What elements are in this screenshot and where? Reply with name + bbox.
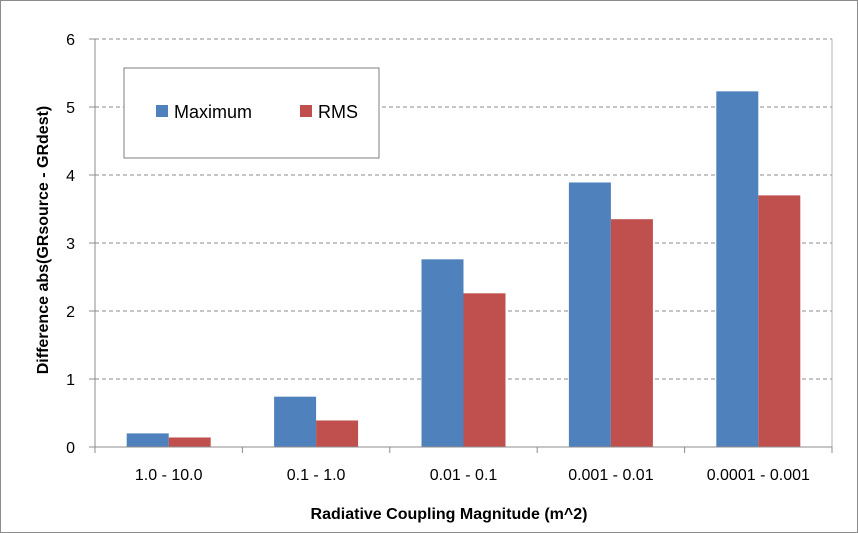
y-tick-label: 1 <box>66 372 75 389</box>
legend-label-rms: RMS <box>318 102 358 122</box>
bar-rms-3 <box>463 293 506 447</box>
bar-rms-1 <box>168 437 211 447</box>
y-tick-labels: 0 1 2 3 4 5 6 <box>66 32 75 457</box>
bar-maximum-2 <box>274 396 317 447</box>
bar-rms-5 <box>758 195 801 447</box>
x-tick-label: 0.001 - 0.01 <box>568 467 654 484</box>
legend-label-maximum: Maximum <box>174 102 252 122</box>
x-tick-label: 1.0 - 10.0 <box>135 467 203 484</box>
bar-rms-2 <box>316 420 359 447</box>
x-tick-label: 0.1 - 1.0 <box>287 467 346 484</box>
y-tick-label: 6 <box>66 32 75 49</box>
x-tick-label: 0.01 - 0.1 <box>430 467 498 484</box>
y-tick-label: 2 <box>66 304 75 321</box>
axes <box>89 38 833 453</box>
legend-swatch-maximum <box>156 105 168 117</box>
legend: Maximum RMS <box>123 67 380 159</box>
bar-rms-4 <box>610 219 653 447</box>
x-tick-label: 0.0001 - 0.001 <box>707 467 810 484</box>
bar-maximum-5 <box>716 91 759 448</box>
bar-maximum-4 <box>568 182 611 448</box>
y-tick-label: 0 <box>66 440 75 457</box>
legend-swatch-rms <box>300 105 312 117</box>
bar-maximum-1 <box>126 433 169 447</box>
x-tick-labels: 1.0 - 10.0 0.1 - 1.0 0.01 - 0.1 0.001 - 0.0… <box>135 467 810 484</box>
y-tick-label: 4 <box>66 168 75 185</box>
y-axis-title: Difference abs(GRsource - GRdest) <box>35 106 52 375</box>
x-axis-title: Radiative Coupling Magnitude (m^2) <box>311 506 588 523</box>
bars <box>126 91 801 448</box>
y-tick-label: 5 <box>66 100 75 117</box>
y-tick-label: 3 <box>66 236 75 253</box>
bar-maximum-3 <box>421 259 464 447</box>
